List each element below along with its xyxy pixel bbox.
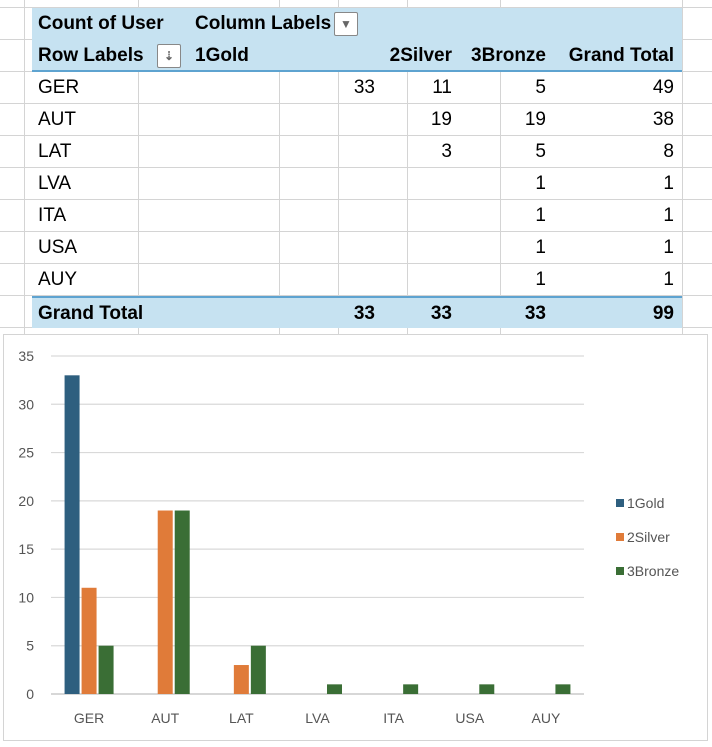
legend-swatch — [616, 533, 624, 541]
pivot-header-row-1: Count of User Column Labels ▼ — [32, 8, 682, 40]
value-cell[interactable] — [338, 232, 452, 264]
bar-1gold-ger[interactable] — [64, 375, 80, 694]
x-tick-label: LVA — [305, 710, 330, 726]
col-header-grand-total: Grand Total — [568, 45, 674, 66]
table-row: USA 1 1 — [32, 232, 682, 264]
value-cell[interactable]: 1 — [535, 237, 546, 258]
y-tick-label: 30 — [18, 396, 34, 412]
row-labels-header: Row Labels — [38, 45, 144, 66]
row-label: GER — [38, 77, 80, 98]
bar-2silver-lat[interactable] — [233, 665, 249, 694]
col-header-silver: 2Silver — [389, 45, 452, 66]
value-cell[interactable]: 8 — [663, 141, 674, 162]
legend-label[interactable]: 3Bronze — [627, 563, 679, 579]
column-filter-button[interactable]: ▼ — [334, 12, 358, 36]
value-cell[interactable]: 49 — [652, 77, 674, 98]
col-header-bronze: 3Bronze — [471, 45, 546, 66]
value-cell[interactable]: 5 — [535, 141, 546, 162]
pivot-header-row-2: Row Labels ⇣ 1Gold 2Silver 3Bronze Grand… — [32, 40, 682, 72]
value-cell[interactable]: 1 — [535, 269, 546, 290]
row-label: AUY — [38, 269, 78, 290]
table-row: GER 33 11 5 49 — [32, 72, 682, 104]
bar-2silver-aut[interactable] — [157, 510, 173, 694]
bar-3bronze-ger[interactable] — [98, 645, 114, 694]
table-row: LVA 1 1 — [32, 168, 682, 200]
y-tick-label: 0 — [26, 686, 34, 702]
value-cell[interactable]: 1 — [535, 205, 546, 226]
x-tick-label: AUT — [151, 710, 179, 726]
value-cell[interactable] — [338, 168, 452, 200]
legend-label[interactable]: 1Gold — [627, 495, 664, 511]
x-tick-label: USA — [455, 710, 484, 726]
column-labels-header: Column Labels — [195, 13, 332, 34]
value-cell[interactable]: 1 — [663, 237, 674, 258]
bar-3bronze-lva[interactable] — [327, 684, 342, 694]
value-cell[interactable] — [338, 200, 452, 232]
value-cell[interactable]: 3 — [441, 141, 452, 162]
table-row: AUT 19 19 38 — [32, 104, 682, 136]
value-cell[interactable]: 1 — [663, 205, 674, 226]
row-label: Grand Total — [38, 303, 144, 324]
value-cell[interactable]: 33 — [524, 303, 546, 324]
x-tick-label: AUY — [532, 710, 561, 726]
value-cell[interactable]: 33 — [430, 303, 452, 324]
value-cell[interactable] — [338, 264, 452, 296]
row-label: USA — [38, 237, 78, 258]
bar-3bronze-ita[interactable] — [403, 684, 419, 694]
value-cell[interactable]: 19 — [524, 109, 546, 130]
value-cell[interactable]: 19 — [430, 109, 452, 130]
y-tick-label: 35 — [18, 348, 34, 364]
table-row: AUY 1 1 — [32, 264, 682, 296]
value-cell[interactable]: 1 — [535, 173, 546, 194]
value-cell[interactable]: 33 — [353, 303, 375, 324]
value-cell[interactable]: 38 — [652, 109, 674, 130]
value-cell[interactable]: 1 — [663, 269, 674, 290]
bar-3bronze-aut[interactable] — [174, 510, 190, 694]
y-tick-label: 20 — [18, 493, 34, 509]
bar-3bronze-auy[interactable] — [555, 684, 571, 694]
y-tick-label: 5 — [26, 638, 34, 654]
chart-canvas: 0 5 10 15 20 25 30 35 GER AUT LAT LVA ITA USA AUY 1Gold… — [18, 348, 679, 726]
x-tick-label: GER — [74, 710, 104, 726]
y-tick-label: 10 — [18, 589, 34, 605]
row-label: LVA — [38, 173, 72, 194]
value-cell[interactable]: 99 — [652, 303, 674, 324]
x-tick-label: LAT — [229, 710, 254, 726]
x-tick-label: ITA — [383, 710, 404, 726]
legend-label[interactable]: 2Silver — [627, 529, 670, 545]
y-tick-label: 15 — [18, 541, 34, 557]
value-cell[interactable]: 11 — [432, 77, 452, 98]
row-label: LAT — [38, 141, 72, 162]
y-tick-label: 25 — [18, 445, 34, 461]
table-row: LAT 3 5 8 — [32, 136, 682, 168]
bar-3bronze-usa[interactable] — [479, 684, 495, 694]
bar-2silver-ger[interactable] — [81, 587, 97, 694]
value-cell[interactable]: 5 — [535, 77, 546, 98]
row-sort-filter-button[interactable]: ⇣ — [157, 44, 181, 68]
table-row: ITA 1 1 — [32, 200, 682, 232]
legend-swatch — [616, 499, 624, 507]
value-cell[interactable]: 33 — [353, 77, 375, 98]
col-header-gold: 1Gold — [195, 45, 249, 66]
row-label: ITA — [38, 205, 67, 226]
value-cell[interactable]: 1 — [663, 173, 674, 194]
grand-total-row: Grand Total 33 33 33 99 — [32, 296, 682, 328]
row-label: AUT — [38, 109, 76, 130]
pivot-table: Count of User Column Labels ▼ Row Labels… — [32, 8, 682, 328]
value-field-label: Count of User — [38, 13, 164, 34]
bar-3bronze-lat[interactable] — [250, 645, 266, 694]
legend-swatch — [616, 567, 624, 575]
clustered-column-chart[interactable]: 0 5 10 15 20 25 30 35 GER AUT LAT LVA ITA USA AUY 1Gold… — [3, 334, 708, 741]
